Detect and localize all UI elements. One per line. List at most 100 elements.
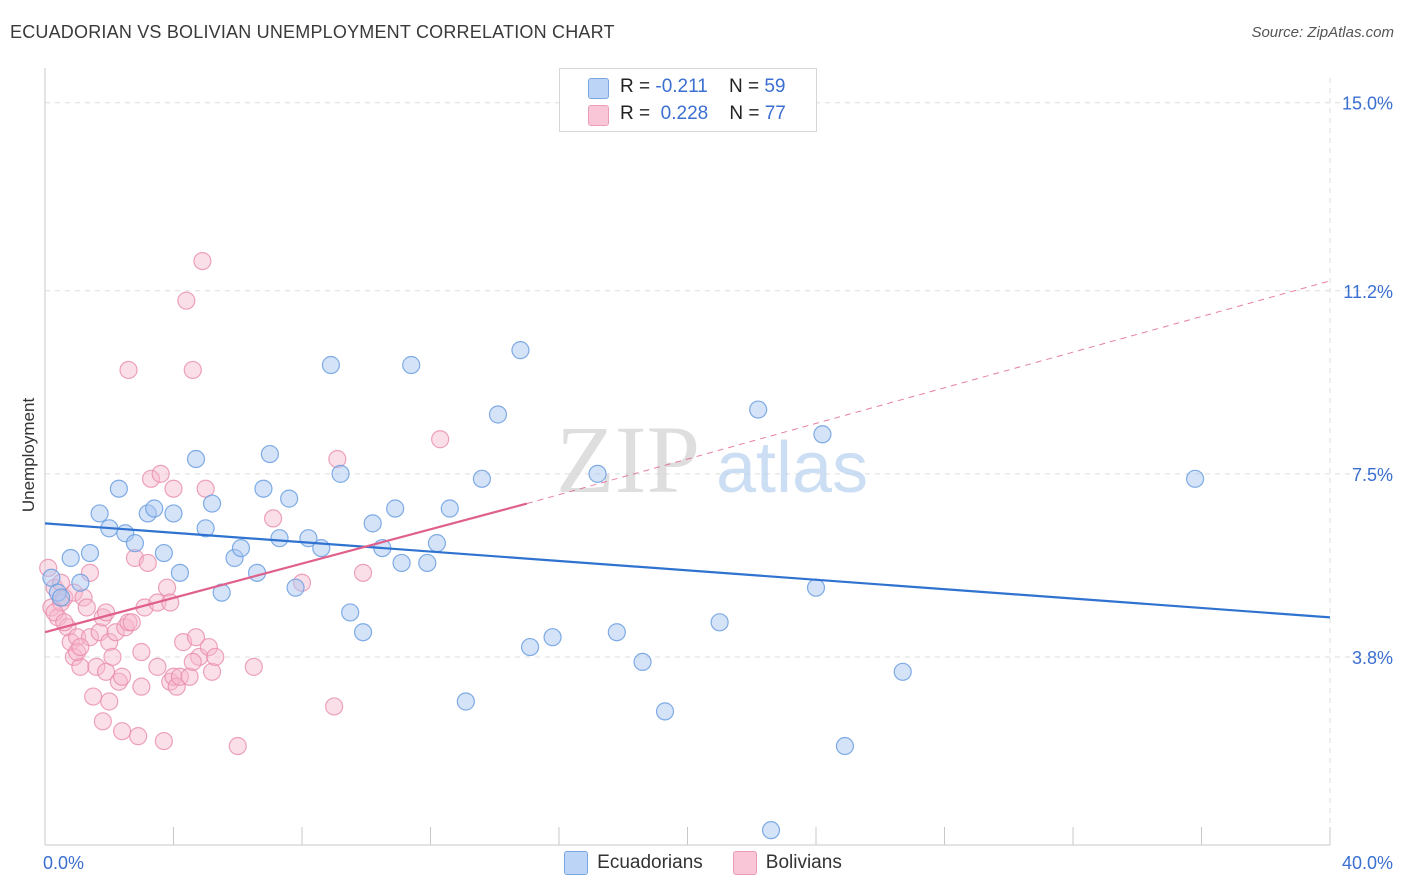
bolivian-point: [109, 672, 128, 691]
bolivian-point: [68, 628, 87, 647]
stats-legend: R = -0.211 N = 59 R = 0.228 N = 77: [559, 68, 817, 132]
r-value-bolivians: 0.228: [660, 103, 709, 124]
bolivian-point: [80, 628, 100, 647]
bolivian-point: [199, 637, 218, 657]
ecuadorian-point: [341, 603, 360, 622]
bolivian-point: [112, 667, 132, 686]
ecuadorian-point: [254, 479, 273, 498]
ecuadorian-point: [710, 613, 729, 632]
ecuadorian-point: [806, 578, 826, 597]
ecuadorian-point: [761, 821, 781, 840]
bolivian-point: [122, 613, 141, 632]
bolivian-point: [106, 623, 125, 642]
r-label: R =: [620, 103, 656, 124]
n-value-ecuadorians: 59: [764, 76, 786, 97]
bolivian-points: [39, 251, 450, 756]
bolivian-point: [77, 598, 96, 617]
ecuadorian-point: [260, 444, 279, 464]
bolivian-point: [84, 687, 103, 706]
bolivian-point: [167, 677, 186, 696]
bolivian-point: [112, 722, 132, 741]
ecuadorian-point: [247, 563, 267, 582]
y-tick-label: 11.2%: [1343, 282, 1393, 302]
bolivian-point: [148, 657, 167, 676]
y-tick-label: 7.5%: [1352, 465, 1393, 485]
ecuadorian-point: [331, 464, 350, 483]
chart-title: ECUADORIAN VS BOLIVIAN UNEMPLOYMENT CORR…: [10, 22, 615, 42]
ecuadorian-point: [588, 464, 607, 483]
bolivian-point: [132, 677, 151, 696]
bolivian-point: [93, 712, 112, 731]
grid: [45, 78, 1393, 845]
bolivian-trend-line: [44, 502, 528, 634]
ecuadorian-point: [472, 469, 491, 488]
watermark-atlas: atlas: [716, 428, 868, 508]
ecuadorian-point: [543, 628, 562, 647]
ecuadorian-swatch: [588, 78, 609, 99]
ecuadorian-trend-line: [44, 522, 1331, 619]
ecuadorian-point: [170, 563, 190, 582]
bolivian-point: [119, 360, 138, 380]
bolivian-point: [177, 291, 196, 310]
y-tick-label: 15.0%: [1342, 94, 1393, 114]
bolivian-point: [193, 251, 212, 271]
tick-labels: 3.8% 7.5% 11.2% 15.0% 0.0% 40.0%: [43, 94, 1393, 873]
r-value-ecuadorians: -0.211: [655, 76, 708, 97]
ecuadorian-point: [61, 548, 80, 568]
ecuadorian-point: [321, 355, 341, 375]
legend-item-bolivians[interactable]: Bolivians: [732, 851, 842, 875]
watermark: ZIP atlas: [556, 406, 868, 513]
ecuadorian-point: [488, 405, 508, 424]
ecuadorian-point: [51, 588, 71, 607]
bolivian-point: [164, 667, 183, 686]
ecuadorian-point: [427, 534, 447, 553]
bolivian-point: [180, 667, 199, 686]
ecuadorian-point: [607, 623, 626, 642]
ecuadorian-point: [392, 553, 411, 573]
bolivian-point: [64, 647, 84, 667]
ecuadorian-point: [145, 499, 164, 518]
y-tick-label: 3.8%: [1352, 648, 1393, 668]
bolivian-point: [154, 731, 173, 751]
bolivian-point: [431, 430, 450, 449]
bolivian-point: [170, 667, 190, 686]
bolivian-point: [141, 469, 161, 488]
y-axis-label: Unemployment: [19, 398, 38, 513]
bolivian-point: [157, 578, 177, 597]
ecuadorian-point: [231, 538, 251, 558]
bolivian-point: [71, 637, 90, 657]
ecuadorian-point: [655, 702, 675, 721]
source-label: Source: ZipAtlas.com: [1251, 24, 1394, 41]
n-label: N =: [728, 76, 765, 97]
ecuadorian-point: [363, 514, 382, 533]
x-tick-label-min: 0.0%: [43, 853, 84, 873]
bolivian-legend-swatch: [732, 851, 757, 875]
bolivian-point: [263, 509, 283, 528]
ecuadorian-point: [196, 519, 215, 538]
ecuadorian-point: [125, 534, 145, 553]
bolivian-point: [129, 727, 148, 746]
ecuadorian-point: [270, 529, 289, 548]
ecuadorian-point: [90, 504, 109, 523]
r-label: R =: [620, 76, 656, 97]
ecuadorian-point: [164, 504, 183, 523]
bolivian-point: [186, 628, 206, 647]
ecuadorian-point: [1185, 469, 1205, 488]
bolivian-point: [132, 642, 151, 662]
bolivian-point: [183, 652, 202, 672]
bolivian-point: [164, 479, 183, 498]
bolivian-point: [228, 736, 247, 756]
ecuadorian-point: [80, 543, 100, 563]
ecuadorian-point: [835, 736, 855, 756]
ecuadorian-point: [386, 499, 405, 518]
bolivian-point: [138, 553, 157, 573]
bolivian-point: [183, 360, 202, 380]
bolivian-point: [90, 623, 109, 642]
ecuadorian-point: [813, 425, 832, 444]
ecuadorian-point: [286, 578, 305, 597]
legend-item-ecuadorians[interactable]: Ecuadorians: [564, 851, 703, 875]
ecuadorian-point: [353, 623, 373, 642]
ecuadorian-point: [202, 494, 222, 513]
ecuadorian-point: [893, 662, 912, 681]
